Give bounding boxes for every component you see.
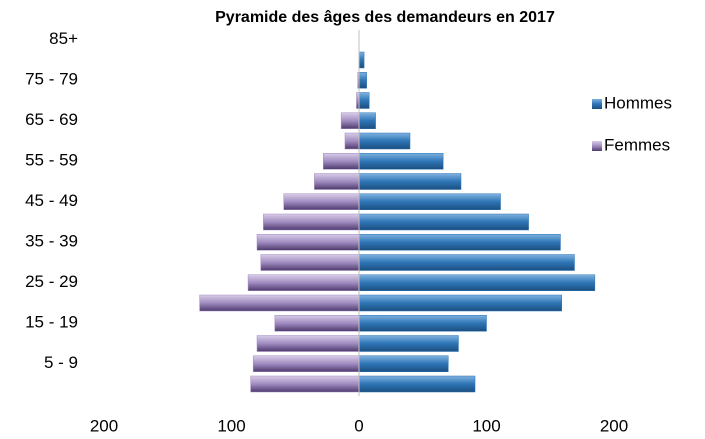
bar [358,274,596,291]
y-tick-label: 45 - 49 [25,191,78,210]
bar [314,173,360,190]
bar [260,254,360,271]
y-tick-label: 15 - 19 [25,313,78,332]
bar [256,335,360,352]
bar [358,72,367,89]
bar [340,112,360,129]
bar [358,315,487,332]
bar [358,254,575,271]
legend-swatch [592,99,602,109]
bar [358,355,449,372]
y-tick-label: 65 - 69 [25,110,78,129]
bar [323,153,360,170]
bar [199,294,360,312]
bar [358,234,561,251]
bar [256,234,360,251]
x-tick-label: 100 [217,416,245,435]
bar [358,213,529,231]
y-tick-label: 5 - 9 [44,353,78,372]
y-tick-label: 25 - 29 [25,272,78,291]
y-tick-label: 55 - 59 [25,151,78,170]
chart-title: Pyramide des âges des demandeurs en 2017 [215,9,555,26]
bar [344,132,360,150]
bar [252,355,360,372]
bar [358,132,411,150]
bar [250,375,360,393]
bar [263,213,360,231]
legend-swatch [592,141,602,151]
bar [358,193,501,210]
y-tick-label: 35 - 39 [25,232,78,251]
y-tick-label: 75 - 79 [25,70,78,89]
x-tick-label: 100 [472,416,500,435]
bar [358,294,562,312]
legend-label: Hommes [604,93,672,112]
bar [358,112,376,129]
x-tick-label: 200 [90,416,118,435]
x-tick-label: 0 [354,416,363,435]
bar [358,173,462,190]
bar [247,274,360,291]
bar [358,375,476,393]
bar [358,92,370,109]
bar [358,51,365,69]
legend-label: Femmes [604,135,670,154]
bar [283,193,360,210]
bar [358,153,444,170]
x-tick-label: 200 [600,416,628,435]
bar [274,315,360,332]
y-tick-label: 85+ [49,29,78,48]
bar [358,335,459,352]
